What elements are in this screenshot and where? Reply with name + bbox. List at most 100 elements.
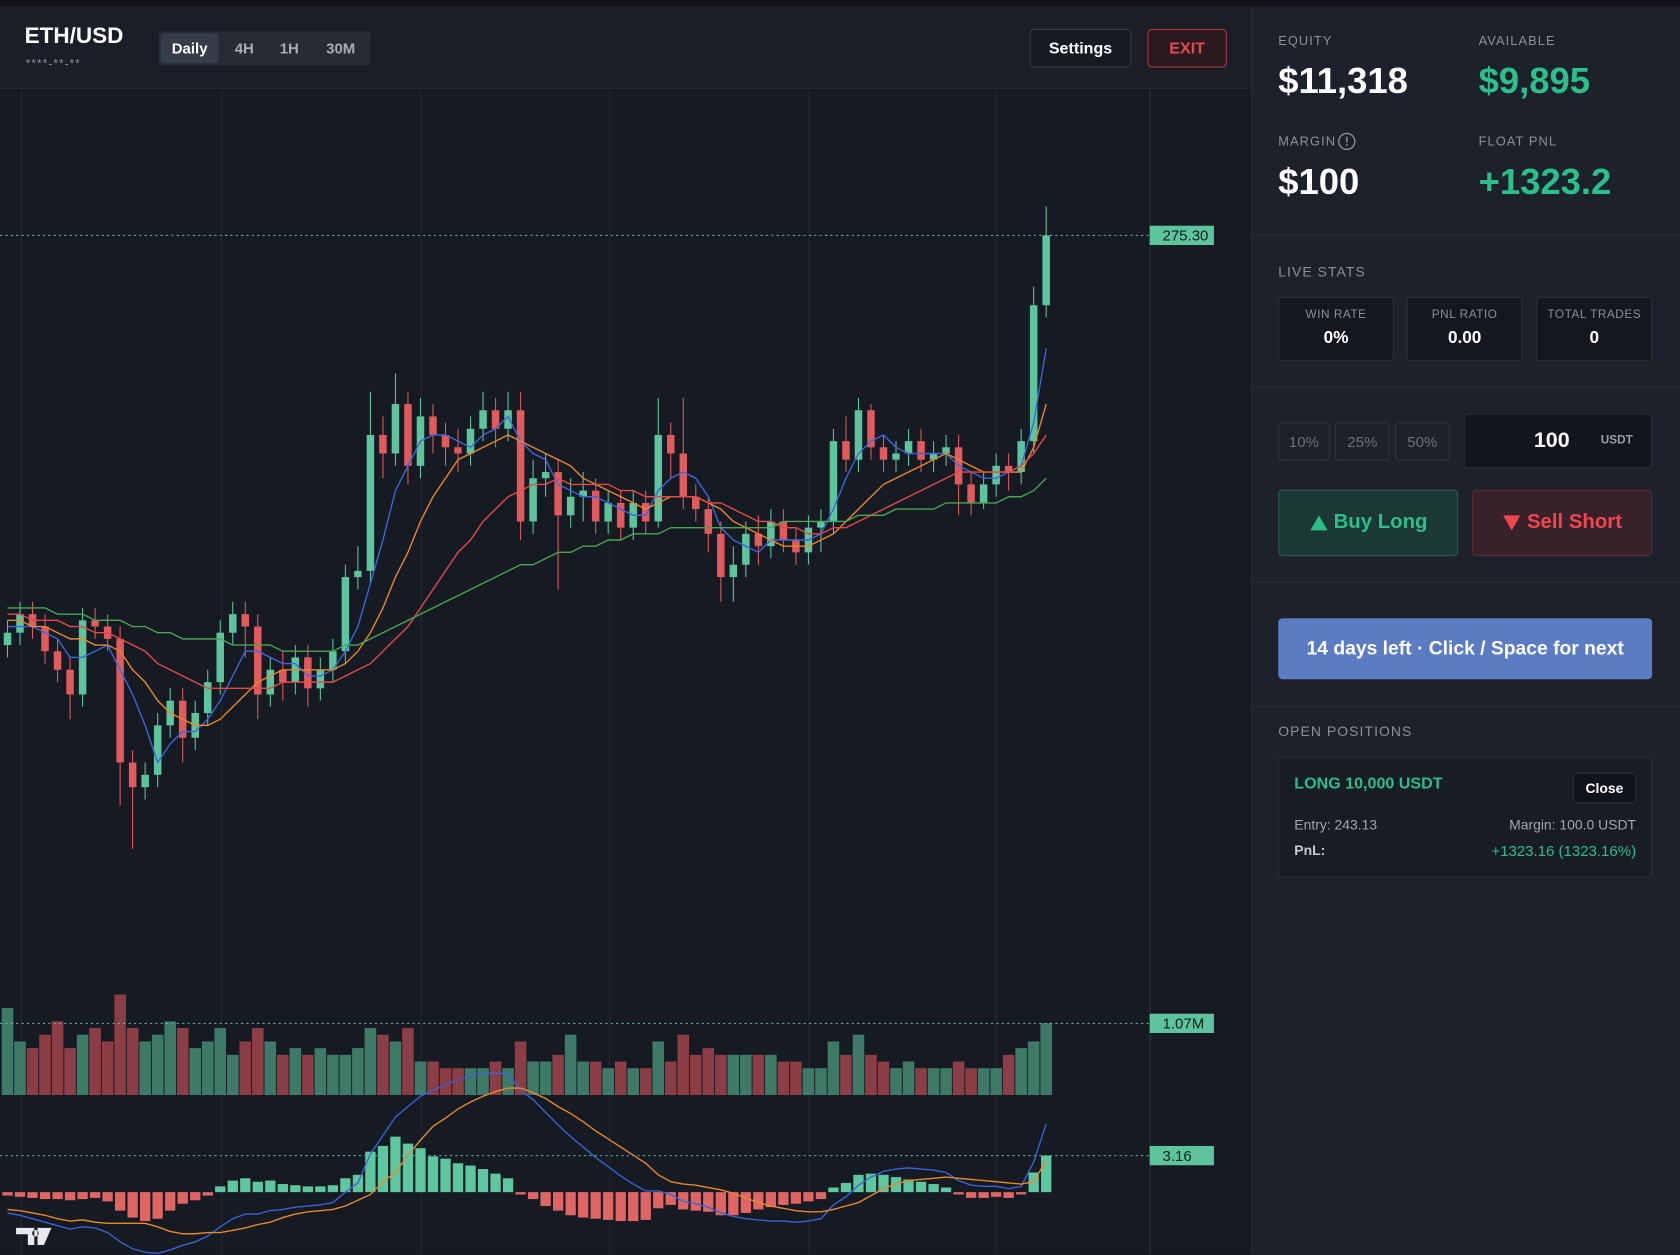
close-button[interactable]: Close [1572, 772, 1637, 804]
volume-bar [639, 1068, 652, 1096]
macd-histogram-bar [390, 1136, 401, 1193]
pnl: +1323.2 [1478, 161, 1612, 203]
volume-bar [664, 1061, 677, 1096]
volume-bar [777, 1061, 790, 1096]
candle-body [892, 453, 900, 460]
position-pnl: +1323.16 (1323.16%) [1491, 842, 1637, 860]
macd-histogram-bar [515, 1192, 526, 1195]
moving-average [7, 403, 1047, 727]
candle-body [529, 478, 537, 522]
macd-histogram-bar [365, 1151, 376, 1193]
macd-histogram-bar [402, 1143, 414, 1193]
last-price-tag [1149, 225, 1214, 246]
macd-histogram-bar [565, 1192, 576, 1216]
volume-bar [302, 1054, 314, 1096]
macd-histogram-bar [465, 1165, 476, 1193]
volume-bar [477, 1068, 489, 1096]
candle-body [854, 410, 863, 460]
candle-body [942, 447, 950, 454]
candle-body [441, 434, 450, 448]
macd-histogram-bar [114, 1192, 126, 1211]
exit-button[interactable]: EXIT [1147, 28, 1227, 68]
volume-bar [527, 1061, 539, 1096]
divider [1252, 581, 1680, 583]
volume-bar [339, 1054, 352, 1096]
volume-bar [489, 1061, 502, 1096]
macd-histogram-bar [215, 1186, 226, 1193]
volume-bar [990, 1068, 1002, 1096]
sell-button[interactable]: Sell Short [1472, 489, 1653, 557]
candle-body [454, 447, 462, 454]
macd-histogram-bar [102, 1192, 113, 1202]
date: ****-**-** [25, 57, 81, 71]
macd-histogram-bar [477, 1169, 489, 1193]
last-volume-label: 1.07M [1163, 1016, 1205, 1033]
up-triangle [1310, 515, 1328, 531]
candle-body [767, 521, 775, 547]
candle-body [354, 570, 362, 578]
volume-bar [176, 1028, 189, 1096]
last-macd-label: 3.16 [1163, 1148, 1192, 1165]
settings-button[interactable]: Settings [1029, 28, 1132, 68]
candle-body [679, 453, 688, 497]
candle-body [1042, 235, 1050, 306]
next-button[interactable]: 14 days left · Click / Space for next [1278, 618, 1653, 680]
timeframe-button[interactable]: 1H [279, 39, 299, 57]
candle-body [579, 490, 587, 497]
volume-bar [690, 1054, 702, 1096]
candle-body [516, 410, 525, 522]
percent-button[interactable]: 50% [1395, 422, 1450, 461]
buy-label: Buy Long [1333, 511, 1428, 534]
position-pnl-label: PnL: [1294, 842, 1326, 859]
volume-bar [14, 1041, 26, 1096]
candle-body [917, 441, 925, 460]
volume-bar [802, 1068, 815, 1096]
stat-label: TOTAL TRADES [1547, 308, 1642, 322]
timeframe-button[interactable]: Daily [160, 33, 219, 64]
buy-button[interactable]: Buy Long [1278, 489, 1459, 557]
percent-button[interactable]: 10% [1278, 422, 1330, 461]
macd-histogram-bar [790, 1192, 802, 1204]
macd-histogram-bar [415, 1148, 426, 1193]
macd-histogram-bar [853, 1174, 864, 1193]
candle-body [967, 484, 975, 503]
amount: 100 [1533, 428, 1570, 453]
moving-average [7, 348, 1047, 765]
candle-body [329, 651, 337, 670]
macd-histogram-bar [64, 1192, 76, 1201]
macd-histogram-bar [252, 1181, 263, 1193]
timeframe-button[interactable]: 4H [234, 39, 254, 57]
candle-body [504, 410, 512, 429]
info-icon[interactable] [1337, 132, 1356, 151]
volume-bar [915, 1068, 927, 1096]
stat-label: WIN RATE [1305, 308, 1367, 322]
macd-histogram-bar [928, 1184, 939, 1193]
candle-body [566, 496, 575, 516]
macd-histogram-bar [39, 1192, 51, 1200]
volume-bar [902, 1061, 915, 1096]
candle-body [641, 502, 650, 522]
volume-bar [364, 1028, 377, 1096]
volume-bar [965, 1068, 977, 1096]
volume-bar [577, 1061, 589, 1096]
volume-bar [502, 1068, 514, 1096]
candle-body [1017, 441, 1025, 473]
amount-input[interactable] [1463, 413, 1653, 469]
volume-bar [1027, 1041, 1040, 1096]
divider [1252, 234, 1680, 236]
macd-histogram-bar [302, 1186, 313, 1193]
percent-button[interactable]: 25% [1335, 422, 1390, 461]
candle-body [304, 657, 312, 689]
last-volume-tag [1149, 1013, 1214, 1033]
macd-histogram-bar [840, 1182, 852, 1193]
volume-bar [1, 1007, 14, 1096]
equity: $11,318 [1278, 61, 1408, 102]
volume-bar [702, 1048, 715, 1096]
candle-body [16, 614, 24, 633]
macd-histogram-bar [440, 1158, 451, 1193]
candle-body [391, 404, 400, 454]
timeframe-button[interactable]: 30M [326, 39, 356, 57]
volume-bar [727, 1054, 740, 1096]
volume-bar [51, 1021, 64, 1096]
candle-body [817, 521, 825, 528]
